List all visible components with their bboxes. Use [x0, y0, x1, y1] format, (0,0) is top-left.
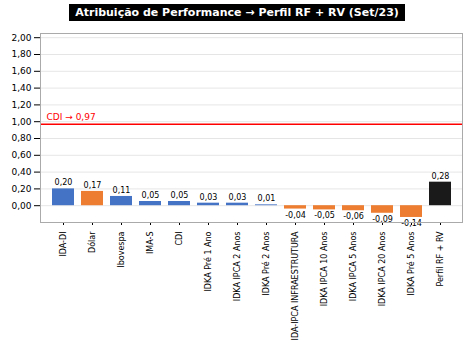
svg-text:0,20: 0,20: [55, 178, 73, 187]
svg-text:0,80: 0,80: [11, 133, 31, 143]
svg-text:CDI: CDI: [175, 232, 184, 246]
svg-text:0,28: 0,28: [432, 172, 450, 181]
svg-text:-0,04: -0,04: [285, 211, 306, 220]
svg-text:IDA-IPCA INFRAESTRUTURA: IDA-IPCA INFRAESTRUTURA: [291, 231, 300, 340]
svg-text:IDKA IPCA 10 Anos: IDKA IPCA 10 Anos: [320, 232, 329, 307]
svg-text:0,05: 0,05: [142, 191, 160, 200]
svg-text:Ibovespa: Ibovespa: [117, 231, 126, 267]
svg-text:1,40: 1,40: [11, 83, 31, 93]
svg-text:CDI → 0,97: CDI → 0,97: [47, 112, 96, 122]
svg-text:0,01: 0,01: [258, 194, 276, 203]
svg-text:-0,06: -0,06: [343, 212, 364, 221]
svg-text:0,20: 0,20: [11, 184, 31, 194]
svg-text:IMA-S: IMA-S: [146, 232, 155, 255]
svg-text:IDKA Pré 1 Ano: IDKA Pré 1 Ano: [203, 231, 213, 291]
svg-text:IDKA Pré 2 Anos: IDKA Pré 2 Anos: [261, 232, 271, 296]
svg-text:IDKA Pré 5 Anos: IDKA Pré 5 Anos: [406, 232, 416, 296]
svg-text:0,03: 0,03: [200, 193, 218, 202]
svg-text:0,60: 0,60: [11, 150, 31, 160]
svg-text:1,80: 1,80: [11, 49, 31, 59]
svg-text:-0,05: -0,05: [314, 211, 335, 220]
svg-text:1,60: 1,60: [11, 66, 31, 76]
svg-text:Perfil RF + RV: Perfil RF + RV: [436, 231, 445, 287]
svg-text:IDA-DI: IDA-DI: [59, 232, 68, 257]
svg-text:1,00: 1,00: [11, 117, 31, 127]
html-text:Atribuição de Performance → Pe: Atribuição de Performance → Perfil RF + …: [75, 6, 399, 19]
svg-text:IDKA IPCA 20 Anos: IDKA IPCA 20 Anos: [378, 232, 387, 307]
svg-text:0,00: 0,00: [11, 201, 31, 211]
svg-text:-0,14: -0,14: [401, 219, 422, 228]
svg-text:-0,09: -0,09: [372, 214, 393, 224]
svg-text:2,00: 2,00: [11, 33, 31, 43]
svg-text:Dólar: Dólar: [87, 231, 97, 253]
svg-text:0,03: 0,03: [229, 193, 247, 202]
svg-text:0,05: 0,05: [171, 191, 189, 200]
svg-text:1,20: 1,20: [11, 100, 31, 110]
svg-text:IDKA IPCA 5 Anos: IDKA IPCA 5 Anos: [349, 232, 358, 302]
svg-text:0,40: 0,40: [11, 167, 31, 177]
svg-text:IDKA IPCA 2 Anos: IDKA IPCA 2 Anos: [233, 232, 242, 302]
svg-text:0,11: 0,11: [113, 186, 131, 195]
svg-text:0,17: 0,17: [84, 181, 102, 190]
